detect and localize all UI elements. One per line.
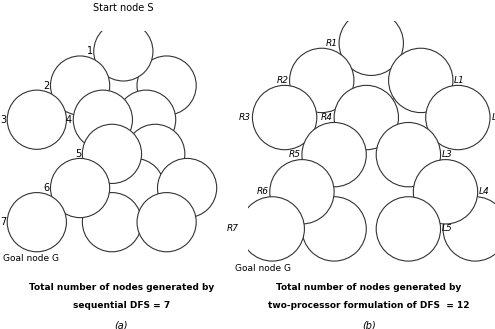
Text: Goal node G: Goal node G <box>2 254 59 263</box>
Circle shape <box>413 160 478 224</box>
Text: 1: 1 <box>87 46 93 56</box>
Text: R4: R4 <box>321 113 333 122</box>
Circle shape <box>73 90 133 149</box>
Circle shape <box>376 197 441 261</box>
Circle shape <box>116 90 176 149</box>
Text: R1: R1 <box>326 39 338 48</box>
Text: R3: R3 <box>239 113 251 122</box>
Circle shape <box>82 124 142 184</box>
Circle shape <box>334 85 398 150</box>
Text: R6: R6 <box>256 187 269 196</box>
Text: L2: L2 <box>491 113 495 122</box>
Circle shape <box>7 192 66 252</box>
Text: 7: 7 <box>0 217 6 227</box>
Circle shape <box>157 159 217 217</box>
Text: Goal node G: Goal node G <box>235 264 291 272</box>
Text: R7: R7 <box>227 224 239 233</box>
Text: L3: L3 <box>442 150 452 159</box>
Circle shape <box>50 159 110 217</box>
Circle shape <box>302 122 366 187</box>
Text: Total number of nodes generated by: Total number of nodes generated by <box>29 283 214 292</box>
Circle shape <box>252 85 317 150</box>
Circle shape <box>389 48 453 113</box>
Circle shape <box>126 124 185 184</box>
Circle shape <box>426 85 490 150</box>
Circle shape <box>376 122 441 187</box>
Text: R2: R2 <box>276 76 288 85</box>
Text: sequential DFS = 7: sequential DFS = 7 <box>73 301 170 310</box>
Circle shape <box>94 22 153 81</box>
Text: 4: 4 <box>66 115 72 125</box>
Text: Start node S: Start node S <box>341 0 401 1</box>
Circle shape <box>105 159 164 217</box>
Circle shape <box>50 56 110 115</box>
Circle shape <box>443 197 495 261</box>
Circle shape <box>137 192 196 252</box>
Text: 5: 5 <box>75 149 81 159</box>
Text: 3: 3 <box>0 115 6 125</box>
Text: two-processor formulation of DFS  = 12: two-processor formulation of DFS = 12 <box>268 301 470 310</box>
Circle shape <box>82 192 142 252</box>
Circle shape <box>339 11 403 75</box>
Text: (a): (a) <box>114 321 128 329</box>
Text: Start node S: Start node S <box>93 3 153 13</box>
Circle shape <box>290 48 354 113</box>
Text: Total number of nodes generated by: Total number of nodes generated by <box>276 283 461 292</box>
Circle shape <box>270 160 334 224</box>
Text: L1: L1 <box>454 76 465 85</box>
Circle shape <box>137 56 196 115</box>
Text: R5: R5 <box>289 150 300 159</box>
Text: 6: 6 <box>43 183 50 193</box>
Text: L4: L4 <box>479 187 490 196</box>
Text: L5: L5 <box>442 224 452 233</box>
Text: 2: 2 <box>43 81 50 90</box>
Text: (b): (b) <box>362 321 376 329</box>
Circle shape <box>7 90 66 149</box>
Circle shape <box>240 197 304 261</box>
Circle shape <box>302 197 366 261</box>
